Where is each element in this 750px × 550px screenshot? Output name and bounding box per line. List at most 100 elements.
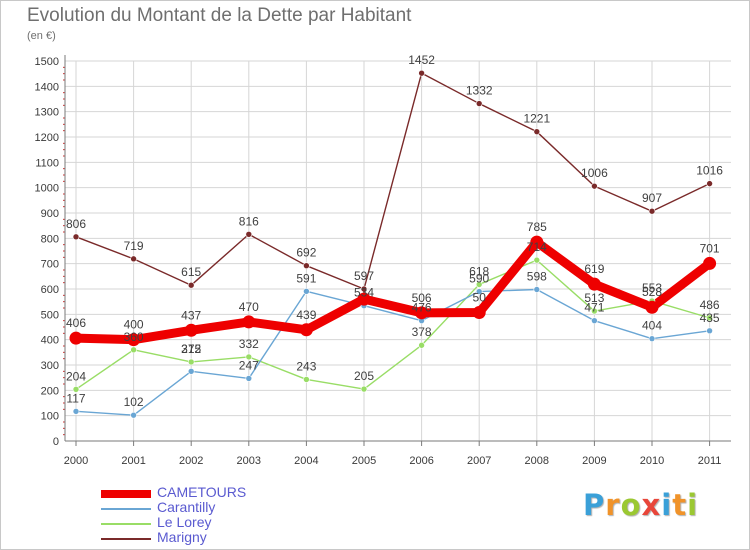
series-line-le-lorey — [75, 259, 711, 391]
proxiti-logo: Proxiti — [583, 488, 698, 522]
y-tick-label: 200 — [41, 385, 59, 397]
data-label-le-lorey: 332 — [239, 337, 259, 351]
data-label-le-lorey: 360 — [124, 330, 144, 344]
grid-lines — [65, 60, 731, 441]
data-label-le-lorey: 204 — [66, 369, 86, 383]
point-le-lorey-2003 — [245, 353, 253, 361]
legend-item-cametours: CAMETOURS — [101, 484, 361, 501]
data-label-le-lorey: 205 — [354, 369, 374, 383]
legend-label: Carantilly — [157, 499, 216, 515]
point-marigny-2008 — [533, 128, 541, 135]
point-le-lorey-2001 — [130, 346, 137, 354]
legend-swatch — [101, 523, 151, 525]
data-label-carantilly: 598 — [527, 270, 547, 284]
y-tick-label: 900 — [41, 208, 59, 220]
series-line-cametours — [71, 237, 715, 345]
y-tick-label: 1000 — [35, 183, 59, 195]
point-cametours-2011 — [703, 256, 717, 270]
point-marigny-2011 — [706, 180, 713, 187]
data-label-cametours: 437 — [181, 308, 201, 322]
x-tick-label: 2002 — [179, 455, 203, 467]
point-marigny-2000 — [72, 233, 80, 241]
legend-item-marigny: Marigny — [101, 529, 361, 546]
y-tick-label: 800 — [41, 233, 59, 245]
y-tick-label: 1500 — [35, 56, 59, 68]
x-tick-label: 2004 — [294, 455, 318, 467]
series-lines — [71, 72, 715, 416]
point-marigny-2002 — [187, 281, 195, 289]
point-cametours-2005 — [357, 292, 371, 306]
logo-letter: P — [583, 488, 606, 522]
point-le-lorey-2007 — [475, 281, 483, 288]
point-carantilly-2007 — [475, 288, 483, 295]
logo-letter: t — [672, 488, 688, 522]
point-cametours-2008 — [530, 235, 544, 249]
logo-letter: r — [605, 488, 621, 522]
data-points — [69, 69, 717, 419]
point-marigny-2001 — [130, 255, 137, 263]
data-label-cametours: 406 — [66, 316, 86, 330]
data-label-carantilly: 102 — [124, 395, 144, 409]
data-label-marigny: 1452 — [408, 53, 435, 67]
legend-label: Le Lorey — [157, 514, 212, 530]
point-carantilly-2003 — [245, 375, 253, 382]
chart-subtitle: (en €) — [27, 30, 56, 42]
point-carantilly-2009 — [591, 317, 598, 324]
logo-letter: x — [641, 488, 662, 522]
point-carantilly-2010 — [648, 335, 656, 342]
point-cametours-2010 — [645, 300, 659, 314]
data-label-le-lorey: 714 — [527, 240, 547, 254]
logo-letter: o — [620, 488, 642, 522]
point-cametours-2007 — [472, 306, 486, 320]
y-tick-label: 400 — [41, 335, 59, 347]
y-tick-label: 500 — [41, 309, 59, 321]
y-tick-label: 700 — [41, 259, 59, 271]
point-marigny-2004 — [303, 262, 310, 269]
point-marigny-2005 — [360, 285, 368, 293]
data-label-carantilly: 534 — [354, 286, 374, 300]
data-label-cametours: 619 — [584, 262, 604, 276]
point-cametours-2002 — [184, 323, 198, 337]
data-label-le-lorey: 378 — [412, 325, 432, 339]
point-le-lorey-2004 — [303, 376, 310, 383]
data-label-marigny: 1221 — [523, 112, 550, 126]
y-tick-label: 300 — [41, 360, 59, 372]
data-label-carantilly: 117 — [66, 391, 85, 405]
data-label-marigny: 615 — [181, 265, 201, 279]
x-tick-label: 2011 — [698, 455, 722, 467]
data-label-cametours: 506 — [412, 291, 432, 305]
x-tick-label: 2003 — [237, 455, 261, 467]
data-label-carantilly: 404 — [642, 319, 662, 333]
point-carantilly-2000 — [72, 408, 80, 415]
data-label-cametours: 50 — [473, 291, 487, 305]
data-label-carantilly: 476 — [412, 301, 432, 315]
x-tick-label: 2008 — [525, 455, 549, 467]
legend-swatch — [101, 508, 151, 510]
data-label-le-lorey: 553 — [642, 281, 662, 295]
x-tick-label: 2001 — [121, 455, 145, 467]
y-tick-label: 100 — [41, 411, 59, 423]
point-cametours-2000 — [69, 331, 83, 345]
point-le-lorey-2011 — [706, 314, 713, 322]
data-label-le-lorey: 312 — [181, 342, 201, 356]
point-cametours-2006 — [415, 306, 429, 320]
data-label-marigny: 692 — [296, 246, 316, 260]
data-label-carantilly: 471 — [584, 301, 604, 315]
data-label-cametours: 701 — [700, 241, 720, 255]
data-label-le-lorey: 243 — [296, 359, 316, 373]
point-carantilly-2011 — [706, 327, 713, 335]
y-tick-label: 1400 — [35, 81, 59, 93]
data-label-le-lorey: 513 — [584, 291, 604, 305]
data-label-cametours: 470 — [239, 300, 259, 314]
axes: 0 100 200 300 400 500 600 700 800 900 1000 1100 1200… — [35, 55, 731, 467]
series-line-carantilly — [75, 288, 711, 416]
data-label-marigny: 597 — [354, 269, 374, 283]
data-label-carantilly: 591 — [296, 271, 316, 285]
point-le-lorey-2002 — [187, 358, 195, 366]
data-label-carantilly: 435 — [700, 311, 720, 325]
data-label-carantilly: 247 — [239, 358, 259, 372]
point-carantilly-2002 — [187, 368, 195, 375]
point-carantilly-2008 — [533, 286, 541, 293]
legend-label: CAMETOURS — [157, 484, 247, 500]
